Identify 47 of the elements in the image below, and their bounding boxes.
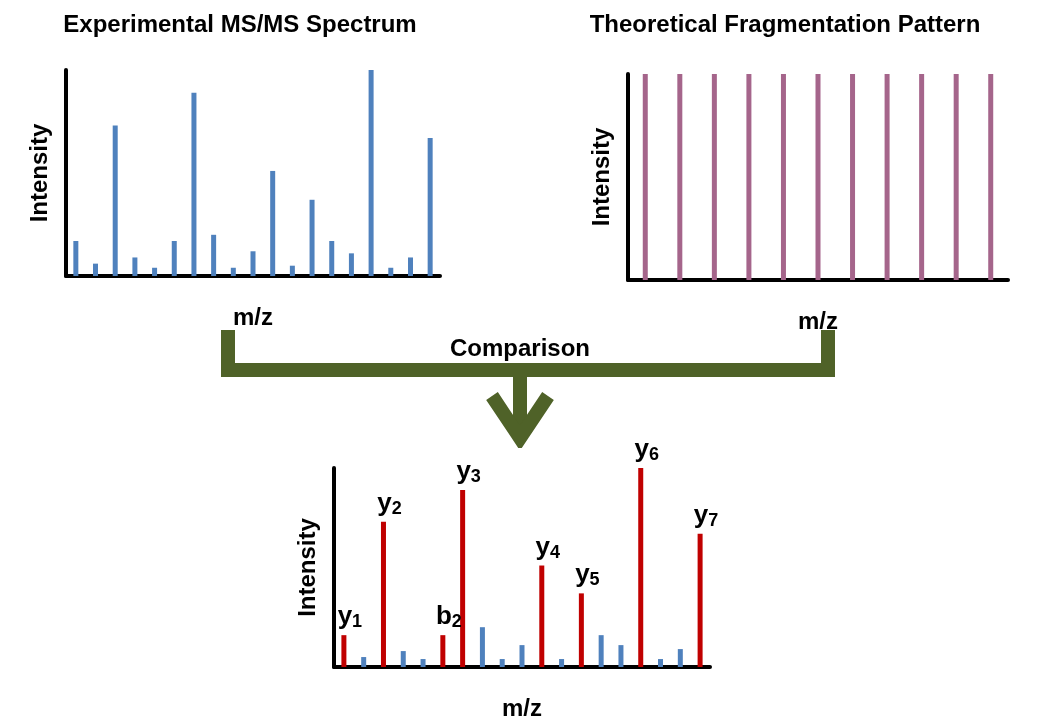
bar: [112, 125, 118, 276]
bar: [407, 257, 413, 276]
bar: [329, 240, 335, 276]
bar: [578, 593, 584, 667]
bar: [348, 253, 354, 276]
bar: [73, 240, 79, 276]
bar: [289, 265, 295, 276]
bar: [499, 659, 505, 667]
y-axis-title: Intensity: [292, 517, 320, 617]
x-axis-title: m/z: [797, 306, 839, 334]
bar: [400, 651, 406, 667]
bar: [341, 635, 347, 667]
bar: [539, 565, 545, 667]
bar: [460, 489, 466, 667]
bar: [191, 92, 197, 276]
chart-title: Theoretical Fragmentation Pattern: [589, 9, 981, 37]
bar: [250, 251, 256, 276]
bar: [230, 267, 236, 276]
bar: [658, 659, 664, 667]
bar: [420, 659, 426, 667]
bar: [152, 267, 158, 276]
bar: [309, 199, 315, 276]
bar: [598, 635, 604, 667]
bar: [427, 137, 433, 276]
bar: [440, 635, 446, 667]
bar: [368, 70, 374, 276]
bar: [270, 170, 276, 276]
bar: [93, 263, 99, 276]
x-axis-title: m/z: [232, 302, 274, 330]
x-axis-title: m/z: [501, 693, 543, 721]
bar: [677, 649, 683, 667]
bar: [559, 659, 565, 667]
bar: [132, 257, 138, 276]
bar: [211, 234, 217, 276]
bar: [638, 468, 644, 667]
chart-title: Experimental MS/MS Spectrum: [63, 9, 417, 37]
text: Comparison: [420, 334, 620, 362]
bar: [361, 657, 367, 667]
bar: [380, 521, 386, 667]
bar: [388, 267, 394, 276]
bar: [171, 240, 177, 276]
y-axis-title: Intensity: [586, 127, 614, 227]
bar: [618, 645, 624, 667]
bar: [479, 627, 485, 667]
y-axis-title: Intensity: [24, 123, 52, 223]
bar: [519, 645, 525, 667]
bar: [697, 533, 703, 667]
